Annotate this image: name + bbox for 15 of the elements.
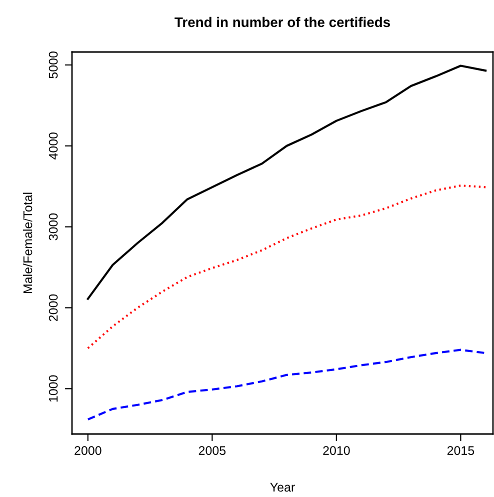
line-series [86, 184, 487, 350]
line-series [86, 348, 487, 420]
y-tick-label: 2000 [48, 294, 58, 322]
line-series [86, 64, 487, 300]
x-axis-title: Year [270, 482, 295, 492]
y-tick-label: 5000 [48, 52, 58, 78]
x-tick-label: 2005 [198, 446, 226, 455]
y-axis-title: Male/Female/Total [23, 192, 32, 294]
chart-title: Trend in number of the certifieds [174, 16, 390, 28]
x-tick-label: 2015 [447, 446, 474, 455]
x-tick-label: 2000 [74, 446, 102, 455]
x-tick-label: 2010 [323, 446, 350, 455]
y-tick-label: 3000 [48, 213, 58, 240]
y-tick-label: 4000 [48, 132, 58, 160]
y-tick-label: 1000 [48, 375, 58, 402]
